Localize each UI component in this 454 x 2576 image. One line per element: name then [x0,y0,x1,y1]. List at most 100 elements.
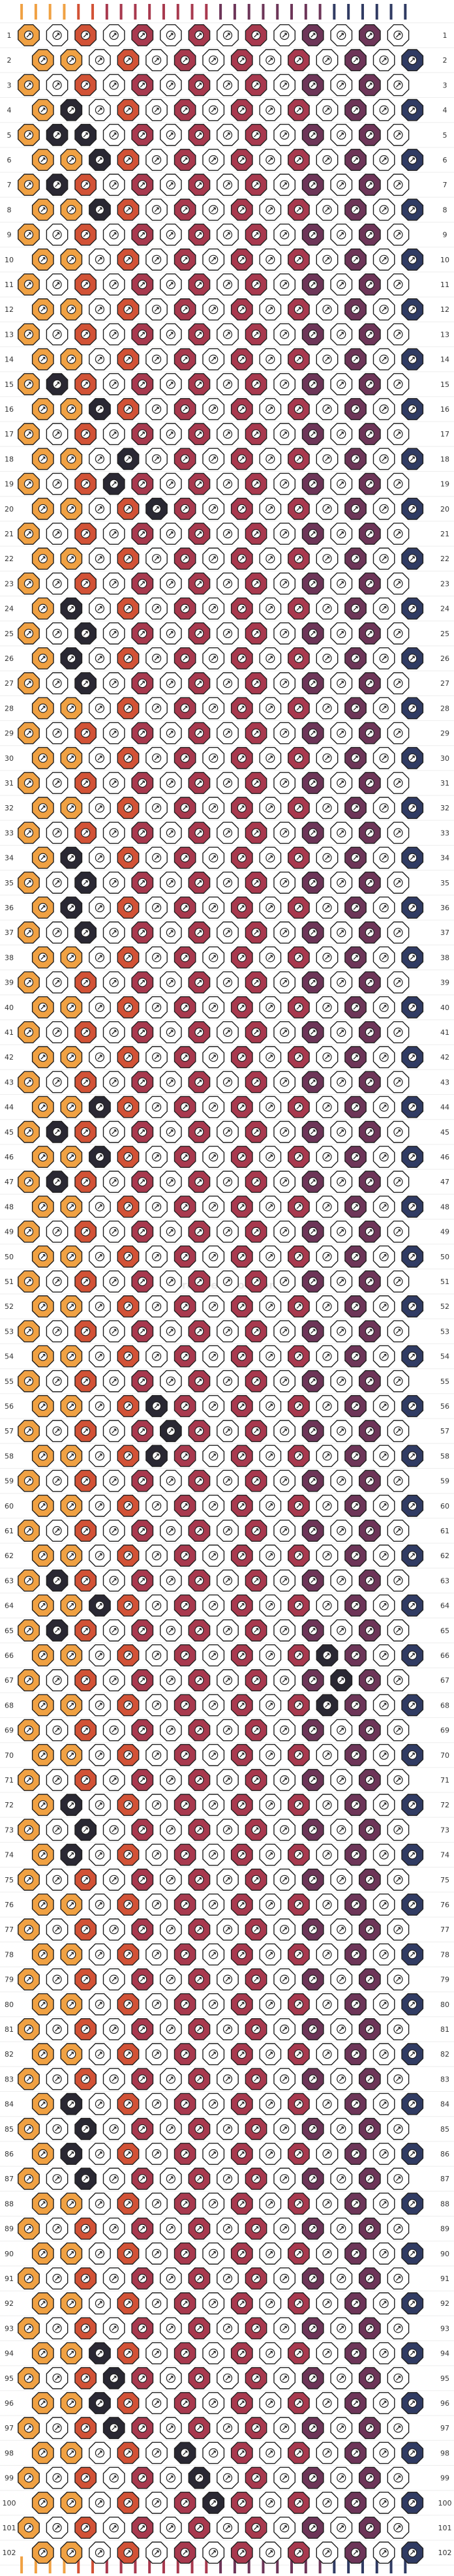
knot [273,373,295,395]
knot [217,2417,239,2440]
knot [217,1120,239,1143]
knot [188,2168,211,2190]
row-number-right: 5 [443,131,447,140]
knot [188,1220,211,1243]
knot [145,597,168,620]
row-number-left: 13 [5,330,14,339]
knot [131,1370,154,1392]
row-number-right: 48 [440,1203,449,1211]
knot [330,2466,353,2489]
knot [301,1818,324,1841]
knot [245,273,267,296]
knot [230,1743,253,1766]
knot [89,797,111,820]
row-number-left: 68 [5,1701,14,1710]
knot [359,622,381,645]
knot [288,1544,310,1567]
knot [188,2267,211,2290]
knot [288,647,310,669]
row-number-right: 92 [440,2299,449,2308]
knot [273,1868,295,1891]
knot [60,1494,83,1517]
knot [344,846,367,869]
knot [273,2517,295,2539]
knot [202,1195,225,1218]
knot [401,647,424,669]
knot [387,223,410,246]
knot [102,2217,125,2240]
knot [359,2466,381,2489]
knot [60,99,83,121]
knot [387,2417,410,2440]
knot [344,2392,367,2414]
row-number-left: 55 [5,1377,14,1386]
row-number-left: 33 [5,829,14,837]
knot [102,672,125,695]
knot [18,2367,40,2389]
knot [89,448,111,470]
knot [174,2541,196,2564]
knot [230,697,253,720]
row-number-left: 54 [5,1353,14,1361]
knot [344,597,367,620]
knot [245,423,267,446]
knot [401,1445,424,1467]
knot [60,1544,83,1567]
knot [372,1445,395,1467]
knot [60,1146,83,1168]
knot [131,1818,154,1841]
knot [131,2417,154,2440]
row-number-left: 63 [5,1576,14,1585]
knot [159,1520,182,1542]
knot [18,24,40,46]
knot [102,772,125,794]
knot [387,2466,410,2489]
knot [18,523,40,545]
knot [102,2168,125,2190]
knot [46,323,68,346]
row-number-right: 29 [440,729,449,738]
row-number-right: 9 [443,231,447,239]
row-number-left: 43 [5,1078,14,1086]
knot [89,348,111,371]
knot [18,871,40,894]
knot [259,1195,282,1218]
knot [288,2292,310,2315]
row-number-left: 5 [7,131,12,140]
knot [145,797,168,820]
knot [273,323,295,346]
knot [188,722,211,744]
row-number-right: 43 [440,1078,449,1086]
knot [202,1046,225,1069]
knot [217,1719,239,1741]
row-number-left: 46 [5,1153,14,1161]
knot [359,1270,381,1293]
knot [344,1395,367,1417]
knot [288,1295,310,1318]
knot [344,2541,367,2564]
knot [288,2442,310,2464]
knot [288,1494,310,1517]
knot [102,722,125,744]
knot [316,2342,339,2365]
row-number-left: 16 [5,405,14,414]
knot [344,1894,367,1916]
knot [387,74,410,97]
knot [330,373,353,395]
knot [387,772,410,794]
knot [117,846,140,869]
knot [102,1918,125,1941]
knot [74,2317,97,2340]
knot [301,1320,324,1343]
knot [202,348,225,371]
knot [188,273,211,296]
knot [372,1195,395,1218]
knot [145,2292,168,2315]
knot [60,2292,83,2315]
row-number-left: 57 [5,1427,14,1435]
knot [330,572,353,595]
knot [372,1096,395,1118]
knot [316,2143,339,2165]
knot [288,99,310,121]
knot [259,298,282,321]
